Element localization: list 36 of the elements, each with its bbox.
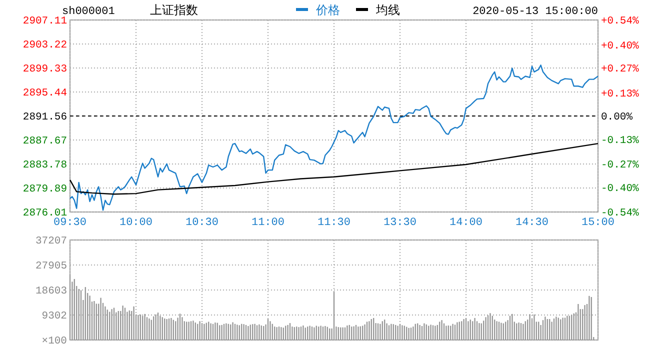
y-tick-label: 27905 xyxy=(35,260,67,273)
y2-tick-label: -0.13% xyxy=(601,134,640,147)
text: sh000001 xyxy=(62,6,116,18)
y-tick-label: 2895.44 xyxy=(22,88,67,100)
x-tick-label: 15:00 xyxy=(581,217,615,229)
text: 2020-05-13 15:00:00 xyxy=(472,6,598,18)
y2-tick-label: +0.40% xyxy=(601,40,640,53)
y-tick-label: 2903.22 xyxy=(22,40,67,52)
x-tick-label: 13:30 xyxy=(383,217,417,229)
x-tick-label: 14:00 xyxy=(449,217,483,229)
y-tick-label: 2879.89 xyxy=(22,184,67,196)
line-series xyxy=(69,142,599,195)
x-tick-label: 10:30 xyxy=(185,217,219,229)
y-tick-label: 18603 xyxy=(35,286,67,298)
y-tick-label: 2891.56 xyxy=(22,112,67,124)
y-tick-label: 2887.67 xyxy=(22,136,67,148)
x-tick-label: 11:30 xyxy=(317,217,351,229)
y-tick-label: 9302 xyxy=(42,310,67,323)
y-axis-title: ×100 xyxy=(42,336,67,348)
y2-tick-label: +0.27% xyxy=(601,64,640,76)
y-tick-label: 37207 xyxy=(35,236,67,248)
y-tick-label: 2907.11 xyxy=(22,16,67,28)
y-tick-label: 2899.33 xyxy=(22,64,67,76)
x-tick-label: 09:30 xyxy=(53,217,87,229)
x-tick-label: 11:00 xyxy=(251,217,285,229)
x-tick-label: 14:30 xyxy=(515,217,549,229)
legend-label: 均线 xyxy=(375,3,400,17)
y2-tick-label: +0.54% xyxy=(601,16,640,28)
legend-label: 价格 xyxy=(315,3,340,17)
y2-tick-label: 0.00% xyxy=(601,112,634,124)
y2-tick-label: -0.40% xyxy=(601,182,640,195)
y-tick-label: 2883.78 xyxy=(22,160,67,172)
y2-tick-label: +0.13% xyxy=(601,88,640,101)
chart-title: 上证指数 xyxy=(150,3,198,17)
x-tick-label: 10:00 xyxy=(119,217,153,229)
y2-tick-label: -0.27% xyxy=(601,160,640,172)
